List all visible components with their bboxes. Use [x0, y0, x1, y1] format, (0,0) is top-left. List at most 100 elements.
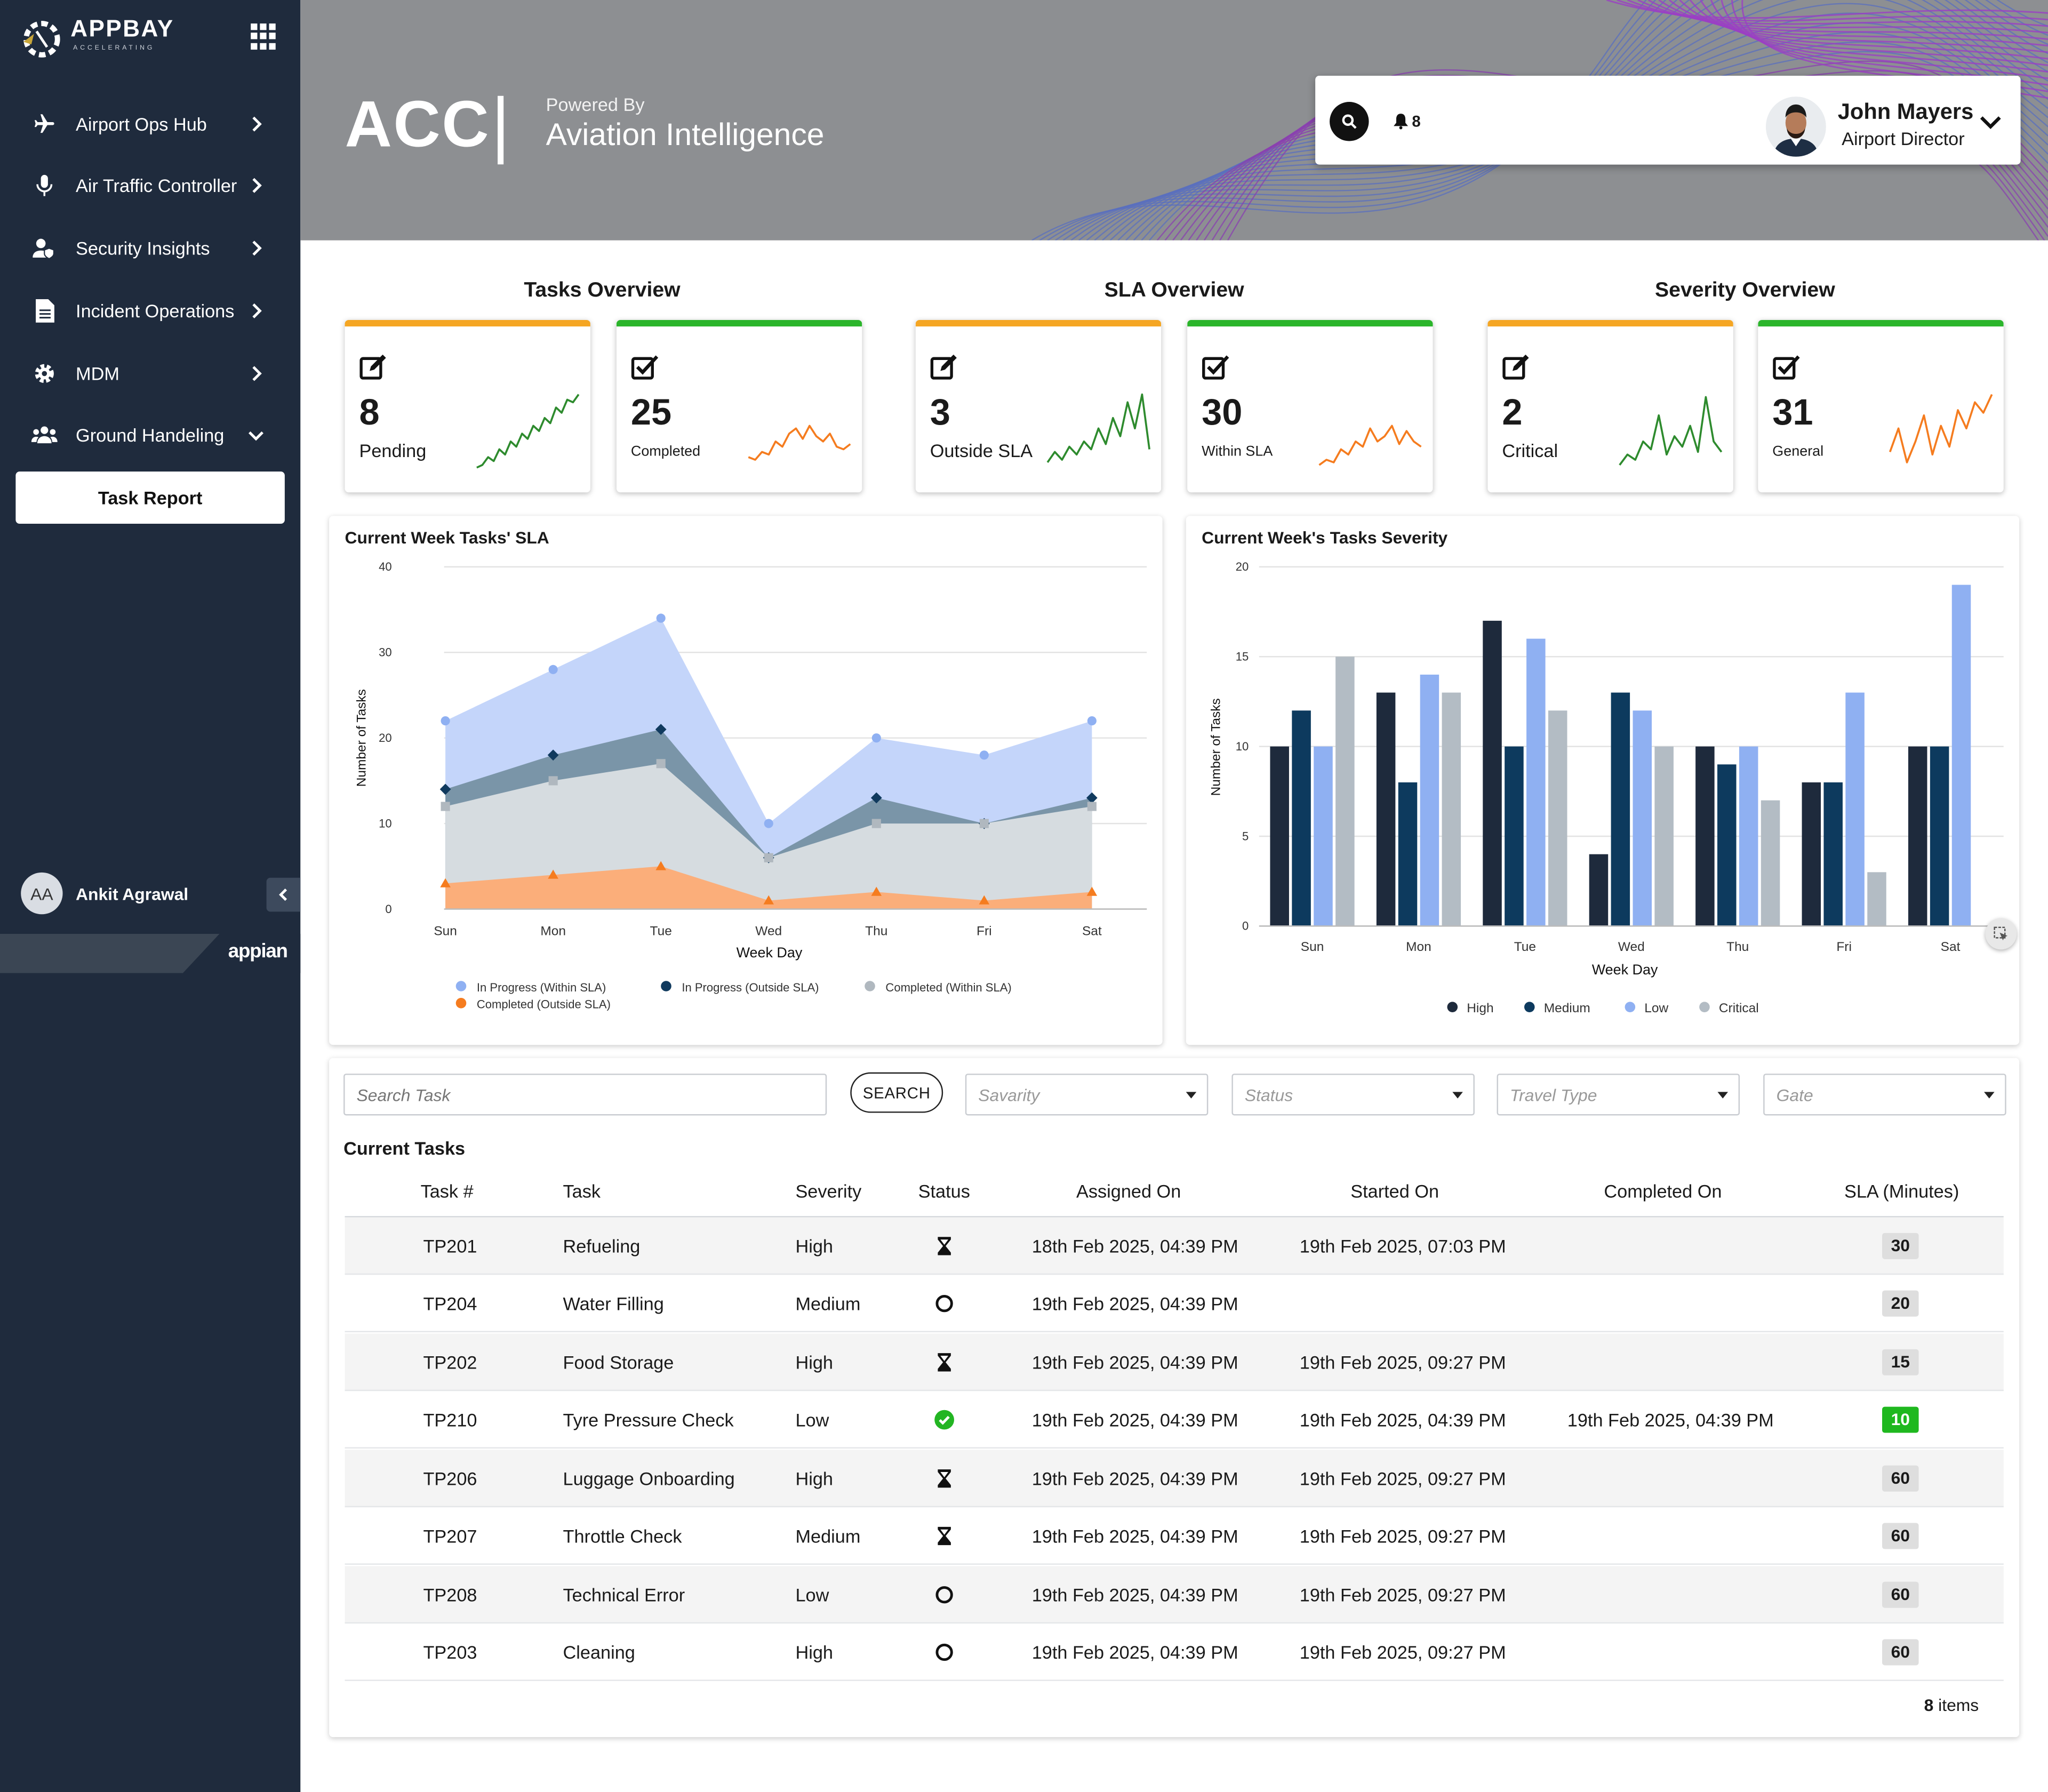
data-point[interactable] — [1087, 802, 1097, 811]
sidebar-item-incident-operations[interactable]: Incident Operations — [0, 285, 300, 337]
bar[interactable] — [1270, 746, 1289, 926]
data-point[interactable] — [979, 895, 990, 905]
data-point[interactable] — [440, 878, 451, 887]
bar[interactable] — [1314, 746, 1333, 926]
data-point[interactable] — [871, 733, 881, 743]
data-point[interactable] — [655, 861, 666, 870]
apps-grid-icon[interactable] — [251, 23, 279, 50]
table-row[interactable]: TP203 Cleaning High 19th Feb 2025, 04:39 PM… — [345, 1623, 2004, 1681]
bar[interactable] — [1611, 692, 1630, 926]
user-photo[interactable] — [1766, 97, 1826, 157]
legend-label[interactable]: Completed (Within SLA) — [885, 981, 1011, 994]
table-row[interactable]: TP210 Tyre Pressure Check Low 19th Feb 2025… — [345, 1391, 2004, 1449]
bar[interactable] — [1526, 638, 1546, 926]
area-series-3[interactable] — [445, 866, 1092, 909]
sla-area-chart[interactable]: 0 10 20 30 40 Sun Mon Tue Wed Thu Fri Sat Week Day Nu… — [329, 516, 1162, 1045]
data-point[interactable] — [764, 853, 773, 862]
kpi-card-general[interactable]: 31 General — [1758, 320, 2004, 493]
kpi-card-completed[interactable]: 25 Completed — [616, 320, 862, 493]
table-row[interactable]: TP206 Luggage Onboarding High 19th Feb 2025… — [345, 1450, 2004, 1508]
data-point[interactable] — [548, 869, 558, 879]
appbay-logo[interactable]: APPBAY ACCELERATING — [15, 11, 198, 68]
data-point[interactable] — [979, 819, 989, 828]
legend-label[interactable]: In Progress (Within SLA) — [477, 981, 606, 994]
column-header-task[interactable]: Task — [563, 1180, 601, 1202]
bar[interactable] — [1802, 782, 1821, 926]
bar[interactable] — [1739, 746, 1758, 926]
column-header-started-on[interactable]: Started On — [1350, 1180, 1439, 1202]
bar[interactable] — [1717, 764, 1737, 926]
travel-type-select[interactable]: Travel Type — [1497, 1074, 1740, 1116]
data-point[interactable] — [871, 886, 882, 896]
column-header-severity[interactable]: Severity — [795, 1180, 862, 1202]
legend-label[interactable]: Medium — [1544, 1001, 1590, 1015]
bar[interactable] — [1654, 746, 1674, 926]
data-point[interactable] — [441, 802, 450, 811]
bar[interactable] — [1951, 585, 1971, 926]
search-task-button[interactable]: SEARCH — [850, 1072, 943, 1113]
sidebar-item-air-traffic-controller[interactable]: Air Traffic Controller — [0, 159, 300, 212]
sidebar-user[interactable]: AA Ankit Agrawal — [21, 872, 188, 915]
table-row[interactable]: TP202 Food Storage High 19th Feb 2025, 04:3… — [345, 1333, 2004, 1391]
kpi-card-within-sla[interactable]: 30 Within SLA — [1187, 320, 1433, 493]
kpi-card-critical[interactable]: 2 Critical — [1487, 320, 1733, 493]
sidebar-item-airport-ops-hub[interactable]: Airport Ops Hub — [0, 98, 300, 150]
legend-label[interactable]: Critical — [1719, 1001, 1759, 1015]
legend-label[interactable]: High — [1467, 1001, 1493, 1015]
bar[interactable] — [1908, 746, 1927, 926]
data-point[interactable] — [979, 750, 989, 760]
bar[interactable] — [1505, 746, 1524, 926]
kpi-card-pending[interactable]: 8 Pending — [345, 320, 590, 493]
bar[interactable] — [1589, 854, 1609, 926]
user-menu-chevron-down-icon[interactable] — [1978, 113, 2004, 133]
data-point[interactable] — [871, 819, 881, 828]
chart-select-button[interactable] — [1985, 918, 2017, 950]
data-point[interactable] — [656, 759, 666, 769]
table-row[interactable]: TP207 Throttle Check Medium 19th Feb 2025, … — [345, 1507, 2004, 1565]
data-point[interactable] — [656, 613, 666, 623]
column-header-status[interactable]: Status — [918, 1180, 970, 1202]
bar[interactable] — [1867, 872, 1886, 926]
data-point[interactable] — [1086, 886, 1098, 896]
notifications-button[interactable]: 8 — [1394, 113, 1421, 131]
legend-label[interactable]: Completed (Outside SLA) — [477, 998, 611, 1011]
bar[interactable] — [1761, 800, 1780, 926]
legend-label[interactable]: Low — [1644, 1001, 1668, 1015]
bar[interactable] — [1930, 746, 1949, 926]
bar[interactable] — [1633, 710, 1652, 926]
severity-select[interactable]: Savarity — [965, 1074, 1209, 1116]
bar[interactable] — [1376, 692, 1396, 926]
search-task-input[interactable] — [343, 1074, 827, 1116]
data-point[interactable] — [1087, 716, 1097, 726]
data-point[interactable] — [441, 716, 450, 726]
bar[interactable] — [1335, 657, 1355, 926]
data-point[interactable] — [548, 665, 558, 674]
column-header-assigned-on[interactable]: Assigned On — [1076, 1180, 1181, 1202]
table-row[interactable]: TP208 Technical Error Low 19th Feb 2025, 04… — [345, 1566, 2004, 1624]
column-header-sla[interactable]: SLA (Minutes) — [1844, 1180, 1959, 1202]
legend-label[interactable]: In Progress (Outside SLA) — [682, 981, 819, 994]
data-point[interactable] — [763, 895, 774, 905]
status-select[interactable]: Status — [1231, 1074, 1475, 1116]
collapse-sidebar-button[interactable] — [266, 877, 301, 912]
sidebar-item-task-report[interactable]: Task Report — [15, 471, 285, 524]
search-button[interactable] — [1330, 102, 1369, 141]
kpi-card-outside-sla[interactable]: 3 Outside SLA — [915, 320, 1162, 493]
bar[interactable] — [1483, 620, 1502, 926]
table-row[interactable]: TP201 Refueling High 18th Feb 2025, 04:39 P… — [345, 1217, 2004, 1275]
sidebar-item-ground-handeling[interactable]: Ground Handeling — [0, 409, 300, 461]
bar[interactable] — [1823, 782, 1843, 926]
table-row[interactable]: TP204 Water Filling Medium 19th Feb 2025, 0… — [345, 1275, 2004, 1332]
bar[interactable] — [1420, 674, 1439, 926]
bar[interactable] — [1398, 782, 1418, 926]
bar[interactable] — [1695, 746, 1715, 926]
bar[interactable] — [1292, 710, 1311, 926]
severity-bar-chart[interactable]: 0 5 10 15 20 Sun Mon Tue Wed Thu Fri Sat Week Day Num… — [1186, 516, 2019, 1045]
gate-select[interactable]: Gate — [1763, 1074, 2006, 1116]
sidebar-item-security-insights[interactable]: Security Insights — [0, 222, 300, 274]
data-point[interactable] — [548, 776, 558, 786]
column-header-completed-on[interactable]: Completed On — [1604, 1180, 1722, 1202]
bar[interactable] — [1845, 692, 1865, 926]
bar[interactable] — [1548, 710, 1567, 926]
column-header-task-id[interactable]: Task # — [420, 1180, 474, 1202]
